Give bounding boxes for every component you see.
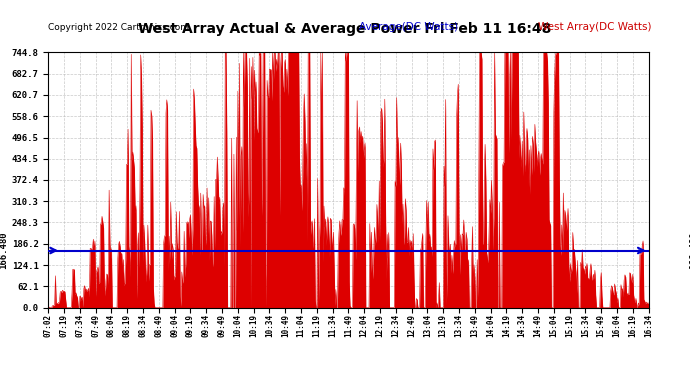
Text: Copyright 2022 Cartronics.com: Copyright 2022 Cartronics.com: [48, 22, 189, 32]
Text: 166.480: 166.480: [689, 232, 690, 269]
Text: West Array Actual & Average Power Fri Feb 11 16:48: West Array Actual & Average Power Fri Fe…: [138, 22, 552, 36]
Text: 166.480: 166.480: [0, 232, 8, 269]
Text: Average(DC Watts): Average(DC Watts): [359, 22, 458, 33]
Text: West Array(DC Watts): West Array(DC Watts): [538, 22, 651, 33]
